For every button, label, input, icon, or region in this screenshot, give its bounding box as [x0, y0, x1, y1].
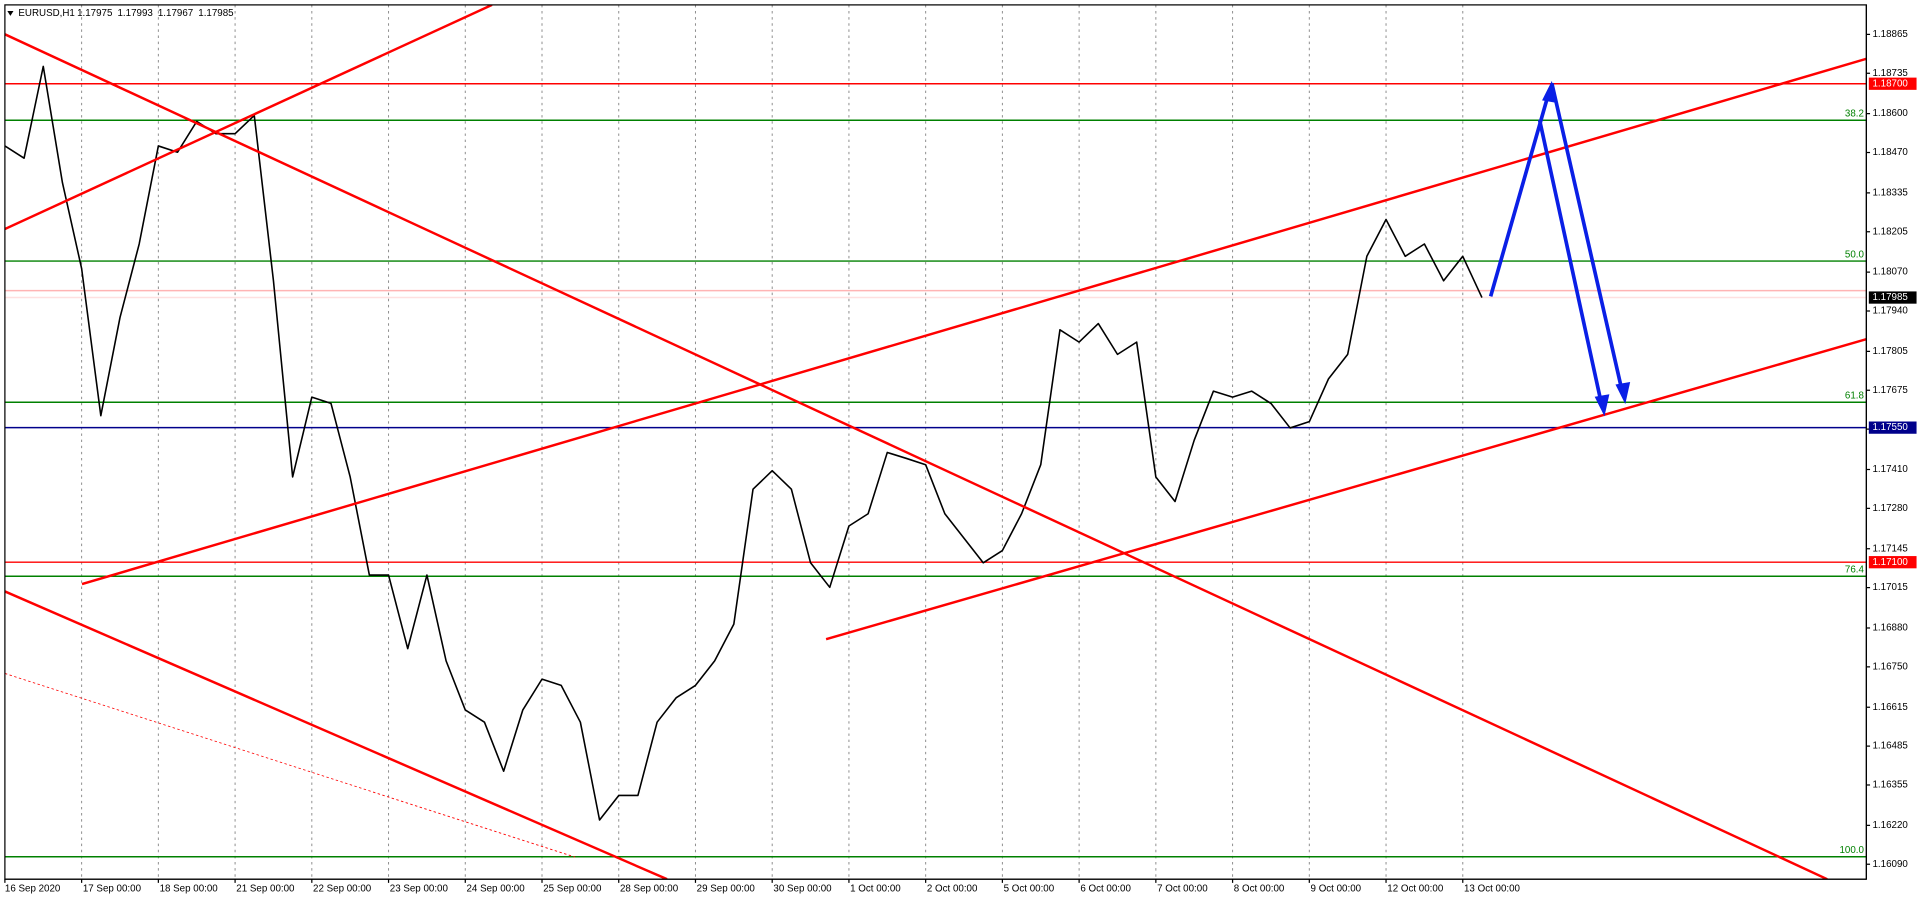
- trend-line: [825, 338, 1867, 641]
- trend-line: [4, 33, 1828, 880]
- y-tick-label: 1.17940: [1872, 306, 1908, 317]
- y-tick-label: 1.18335: [1872, 187, 1908, 198]
- x-tick-label: 6 Oct 00:00: [1080, 884, 1131, 895]
- y-tick-label: 1.17280: [1872, 503, 1908, 514]
- trend-line: [81, 57, 1867, 586]
- level-label: 61.8: [1845, 391, 1865, 402]
- y-tick-label: 1.17675: [1872, 385, 1908, 396]
- level-label: 50.0: [1845, 250, 1865, 261]
- header-high: 1.17993: [117, 8, 153, 19]
- header-close: 1.17985: [198, 8, 234, 19]
- trend-line: [4, 590, 668, 880]
- grid: [81, 4, 1464, 880]
- y-tick-label: 1.16485: [1872, 741, 1908, 752]
- price-series: [4, 65, 1483, 821]
- y-tick-label: 1.17015: [1872, 582, 1908, 593]
- arrowhead: [1594, 394, 1610, 417]
- price-label: 1.18700: [1872, 78, 1908, 89]
- y-tick-label: 1.16880: [1872, 623, 1908, 634]
- x-tick-label: 25 Sep 00:00: [543, 884, 602, 895]
- y-tick-label: 1.18205: [1872, 226, 1908, 237]
- header-low: 1.17967: [158, 8, 193, 19]
- arrowhead: [1615, 382, 1631, 405]
- x-tick-label: 17 Sep 00:00: [83, 884, 142, 895]
- y-tick-label: 1.17410: [1872, 464, 1908, 475]
- level-label: 100.0: [1839, 845, 1864, 856]
- x-tick-label: 28 Sep 00:00: [620, 884, 679, 895]
- y-tick-label: 1.17145: [1872, 543, 1908, 554]
- price-label-box: [1868, 421, 1917, 434]
- menu-icon: [7, 11, 14, 16]
- x-tick-label: 2 Oct 00:00: [927, 884, 978, 895]
- x-tick-label: 7 Oct 00:00: [1157, 884, 1208, 895]
- x-tick-label: 8 Oct 00:00: [1234, 884, 1285, 895]
- price-label: 1.17550: [1872, 422, 1908, 433]
- x-tick-label: 9 Oct 00:00: [1311, 884, 1362, 895]
- y-tick-label: 1.18865: [1872, 29, 1908, 40]
- x-tick-label: 24 Sep 00:00: [467, 884, 526, 895]
- price-line: [4, 65, 1483, 821]
- header-open: 1.17975: [77, 8, 113, 19]
- y-tick-label: 1.18070: [1872, 267, 1908, 278]
- price-label-box: [1868, 556, 1917, 569]
- drawings: [4, 4, 1867, 880]
- y-tick-label: 1.16355: [1872, 780, 1908, 791]
- price-label: 1.17985: [1872, 292, 1908, 303]
- x-tick-label: 30 Sep 00:00: [773, 884, 832, 895]
- y-tick-label: 1.16615: [1872, 702, 1908, 713]
- y-tick-label: 1.17805: [1872, 346, 1908, 357]
- y-tick-label: 1.16090: [1872, 859, 1908, 870]
- y-tick-label: 1.18600: [1872, 108, 1908, 119]
- trend-line: [4, 673, 576, 858]
- price-label-box: [1868, 291, 1917, 304]
- y-tick-label: 1.16750: [1872, 661, 1908, 672]
- y-tick-label: 1.18735: [1872, 68, 1908, 79]
- price-label-box: [1868, 77, 1917, 90]
- x-tick-label: 18 Sep 00:00: [160, 884, 219, 895]
- x-tick-label: 21 Sep 00:00: [236, 884, 295, 895]
- y-tick-label: 1.18470: [1872, 147, 1908, 158]
- price-label: 1.17100: [1872, 557, 1908, 568]
- y-tick-label: 1.16220: [1872, 820, 1908, 831]
- x-tick-label: 22 Sep 00:00: [313, 884, 372, 895]
- levels: [4, 82, 1867, 858]
- x-tick-label: 12 Oct 00:00: [1387, 884, 1444, 895]
- x-tick-label: 5 Oct 00:00: [1004, 884, 1055, 895]
- arrow: [1537, 119, 1604, 407]
- trend-line: [4, 4, 493, 231]
- x-tick-label: 29 Sep 00:00: [697, 884, 756, 895]
- x-tick-label: 13 Oct 00:00: [1464, 884, 1521, 895]
- level-label: 38.2: [1845, 109, 1864, 120]
- level-label: 76.4: [1845, 565, 1865, 576]
- x-tick-label: 23 Sep 00:00: [390, 884, 449, 895]
- symbol: EURUSD,H1: [18, 8, 75, 19]
- arrow: [1550, 82, 1625, 395]
- x-tick-label: 16 Sep 2020: [5, 884, 61, 895]
- x-tick-label: 1 Oct 00:00: [850, 884, 901, 895]
- axis: 16 Sep 2020 17 Sep 00:00 18 Sep 00:00 21 Se…: [4, 4, 1917, 895]
